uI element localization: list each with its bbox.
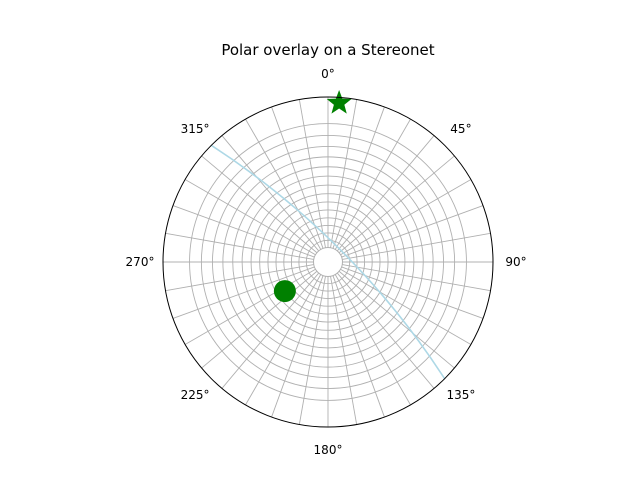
grid-spoke <box>172 266 315 319</box>
grid-spoke <box>298 99 326 248</box>
grid-spoke <box>165 264 314 292</box>
angle-tick-label: 90° <box>505 255 526 269</box>
data-layer <box>210 90 446 380</box>
grid-spoke <box>332 106 385 249</box>
grid-spoke <box>332 275 385 418</box>
grid-spoke <box>330 99 358 248</box>
grid-spoke <box>184 179 316 256</box>
grid-spoke <box>221 272 320 389</box>
grid-spoke <box>340 268 472 345</box>
angle-tick-label: 180° <box>314 443 343 457</box>
grid-spoke <box>334 274 411 406</box>
angle-tick-labels: 0° 45° 90° 135° 180° 225° 270° 315° <box>126 67 527 457</box>
angle-tick-label: 0° <box>321 67 335 81</box>
circle-marker <box>273 280 296 303</box>
star-marker <box>326 90 352 114</box>
center-hole <box>313 247 343 277</box>
grid-spoke <box>165 232 314 260</box>
grid-spoke <box>342 264 491 292</box>
great-circle-line <box>210 144 446 380</box>
outer-frame <box>162 96 494 428</box>
grid-spoke <box>340 179 472 256</box>
grid-spoke <box>342 232 491 260</box>
angle-tick-label: 315° <box>181 122 210 136</box>
grid-spoke <box>201 270 318 369</box>
angle-tick-label: 135° <box>446 388 475 402</box>
grid-spoke <box>245 274 322 406</box>
grid-spoke <box>245 118 322 250</box>
grid-spoke <box>184 268 316 345</box>
grid-spoke <box>221 135 320 252</box>
grid-spoke <box>336 272 435 389</box>
plot-frame <box>162 96 494 428</box>
grid-spoke <box>338 270 455 369</box>
angle-tick-label: 225° <box>181 388 210 402</box>
grid-spoke <box>172 205 315 258</box>
grid-spoke <box>341 205 484 258</box>
angle-tick-label: 270° <box>126 255 155 269</box>
grid-spoke <box>330 276 358 425</box>
grid-spoke <box>338 155 455 254</box>
grid-spoke <box>336 135 435 252</box>
angle-tick-label: 45° <box>450 122 471 136</box>
grid-spoke <box>271 275 324 418</box>
stereonet-grid <box>163 97 493 427</box>
grid-spoke <box>334 118 411 250</box>
grid-spoke <box>298 276 326 425</box>
grid-spoke <box>201 155 318 254</box>
chart-title: Polar overlay on a Stereonet <box>221 41 434 59</box>
